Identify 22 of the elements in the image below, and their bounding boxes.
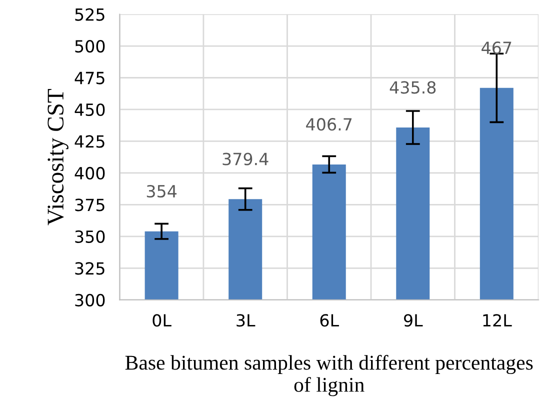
y-tick-label: 400 [74,166,105,180]
y-tick-label: 450 [74,103,105,116]
x-tick-label: 3L [236,314,256,327]
data-label: 354 [146,184,177,198]
y-tick-label: 500 [75,40,105,53]
x-tick-label: 6L [320,314,339,327]
data-label: 467 [482,42,512,54]
x-tick-label: 0L [152,314,172,327]
x-tick-label: 12L [483,314,512,326]
y-axis-title: Viscosity CST [48,88,68,226]
y-tick-label: 525 [75,8,104,21]
y-tick-label: 350 [75,230,105,243]
y-tick-label: 475 [74,72,104,84]
data-label: 435.8 [390,81,436,94]
y-tick-label: 425 [74,135,104,148]
x-axis-title: Base bitumen samples with different percentages of lignin [125,354,533,396]
y-tick-label: 325 [75,262,104,275]
data-label: 379.4 [222,152,268,166]
data-label: 406.7 [306,118,352,131]
y-tick-label: 375 [75,198,104,212]
x-tick-label: 9L [404,314,423,327]
y-tick-label: 300 [75,294,105,306]
